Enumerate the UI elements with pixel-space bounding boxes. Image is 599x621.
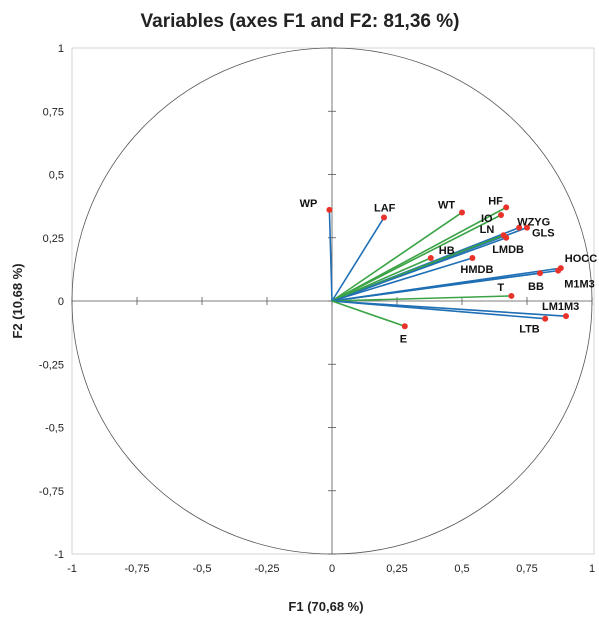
y-tick-label: 0,25	[43, 233, 64, 245]
point-label-hocc: HOCC	[565, 253, 597, 265]
y-tick-label: -1	[54, 549, 64, 561]
point-label-hb: HB	[439, 245, 455, 257]
y-tick-label: 0	[58, 296, 64, 308]
point-wzyg	[516, 224, 523, 231]
vector-io	[331, 214, 502, 302]
point-lmdb	[503, 234, 510, 241]
point-hf	[503, 204, 510, 211]
y-tick-label: -0,25	[39, 359, 64, 371]
x-tick-label: -0,25	[254, 563, 279, 575]
vector-hb	[331, 257, 432, 302]
chart-title: Variables (axes F1 and F2: 81,36 %)	[141, 11, 460, 32]
vector-e	[331, 300, 406, 328]
y-tick-label: 1	[58, 43, 64, 55]
vector-wt	[331, 211, 463, 302]
point-label-wp: WP	[300, 198, 318, 210]
point-hmdb	[469, 254, 476, 261]
point-label-lm1m3: LM1M3	[542, 301, 579, 313]
x-axis-label: F1 (70,68 %)	[288, 599, 363, 614]
y-tick-label: 0,5	[49, 170, 64, 182]
point-ltb	[542, 315, 549, 322]
point-label-hf: HF	[488, 195, 503, 207]
point-label-e: E	[400, 333, 407, 345]
point-label-bb: BB	[528, 281, 544, 293]
point-hb	[427, 254, 434, 261]
y-tick-label: -0,5	[45, 423, 64, 435]
vector-wp	[328, 209, 333, 302]
point-label-gls: GLS	[532, 228, 555, 240]
point-label-hmdb: HMDB	[460, 264, 493, 276]
x-tick-label: -0,75	[124, 563, 149, 575]
x-tick-label: 1	[589, 563, 595, 575]
point-wt	[459, 209, 465, 216]
x-tick-label: 0,75	[516, 563, 537, 575]
point-label-io: IO	[481, 213, 493, 225]
y-tick-label: -0,75	[39, 486, 64, 498]
point-label-ln: LN	[480, 224, 495, 236]
point-t	[508, 292, 515, 299]
point-label-lmdb: LMDB	[492, 244, 524, 256]
point-lm1m3	[563, 313, 569, 320]
point-laf	[381, 214, 387, 221]
plot-area: -1 -0,75 -0,5 -0,25 0 0,25 0,5 0,75 1 1 0,75 0,5 0,2…	[39, 43, 597, 575]
point-wp	[326, 206, 333, 213]
x-tick-label: 0	[329, 563, 335, 575]
x-tick-label: 0,25	[386, 563, 407, 575]
vector-lmdb	[331, 236, 507, 302]
x-tick-label: 0,5	[454, 563, 469, 575]
point-e	[401, 323, 408, 330]
vector-hmdb	[331, 257, 473, 302]
point-label-wt: WT	[438, 199, 455, 211]
y-tick-label: 0,75	[43, 106, 64, 118]
x-tick-label: -1	[67, 563, 77, 575]
x-tick-label: -0,5	[193, 563, 212, 575]
point-io	[498, 211, 504, 218]
point-label-ltb: LTB	[519, 324, 540, 336]
point-m1m3	[555, 267, 562, 274]
point-label-t: T	[497, 282, 504, 294]
point-label-laf: LAF	[374, 203, 396, 215]
y-axis-label: F2 (10,68 %)	[10, 263, 25, 338]
vector-laf	[331, 217, 385, 302]
point-label-m1m3: M1M3	[564, 279, 595, 291]
vector-t	[331, 295, 512, 302]
point-bb	[537, 270, 543, 277]
point-gls	[524, 224, 530, 231]
vector-bb	[331, 272, 541, 302]
vector-ltb	[331, 300, 546, 320]
